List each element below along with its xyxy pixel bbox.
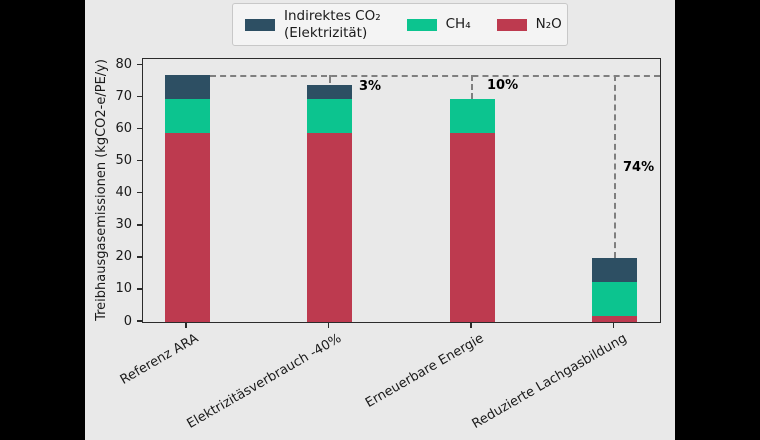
y-tick-label-0: 0 bbox=[123, 313, 132, 329]
bar-segment-indirektes-co-elektrizit-t bbox=[307, 84, 352, 100]
bar-segment-n-o bbox=[307, 132, 352, 322]
y-tick-label-70: 70 bbox=[115, 88, 132, 104]
bar-reduzierte-lachgasbildung bbox=[592, 59, 637, 322]
legend-item-n2o: N₂O bbox=[496, 16, 562, 33]
annotation-10: 10% bbox=[487, 78, 519, 93]
y-tick-mark-70 bbox=[137, 95, 142, 98]
y-tick-mark-60 bbox=[137, 127, 142, 130]
drop-line-erneuerbare-energie bbox=[471, 75, 473, 100]
bar-segment-n-o bbox=[164, 132, 210, 322]
bar-segment-indirektes-co-elektrizit-t bbox=[592, 257, 637, 282]
y-tick-mark-30 bbox=[137, 224, 142, 226]
bar-referenz-ara bbox=[164, 59, 210, 322]
x-tick-mark-reduzierte-lachgasbildung bbox=[612, 322, 615, 328]
x-tick-mark-referenz-ara bbox=[185, 322, 187, 328]
y-tick-mark-50 bbox=[137, 159, 142, 162]
bar-erneuerbare-energie bbox=[449, 59, 495, 322]
y-tick-label-60: 60 bbox=[115, 121, 132, 137]
plot-area: 3% 10% 74% bbox=[142, 58, 661, 323]
legend-swatch-n2o bbox=[496, 18, 527, 31]
annotation-3: 3% bbox=[359, 79, 382, 94]
x-tick-mark-erneuerbare-energie bbox=[470, 322, 472, 328]
legend-swatch-ch4 bbox=[406, 18, 437, 31]
drop-line-reduzierte-lachgasbildung bbox=[613, 75, 616, 258]
legend-label-indirektes-co2: Indirektes CO₂ (Elektrizität) bbox=[284, 7, 381, 41]
chart-figure: Indirektes CO₂ (Elektrizität) CH₄ N₂O Treib… bbox=[85, 0, 675, 440]
legend-label-n2o: N₂O bbox=[535, 16, 562, 33]
bar-segment-ch bbox=[592, 281, 637, 316]
y-tick-label-10: 10 bbox=[115, 281, 132, 297]
annotation-74: 74% bbox=[623, 160, 655, 175]
chart-legend: Indirektes CO₂ (Elektrizität) CH₄ N₂O bbox=[232, 3, 568, 46]
bar-segment-n-o bbox=[592, 315, 637, 322]
x-axis-label-elektrizit-sverbrauch-40: Elektrizitäsverbrauch -40% bbox=[184, 331, 344, 432]
bar-segment-n-o bbox=[449, 132, 495, 322]
y-tick-label-20: 20 bbox=[115, 249, 132, 265]
bar-segment-ch bbox=[449, 99, 495, 133]
legend-item-indirektes-co2: Indirektes CO₂ (Elektrizität) bbox=[245, 8, 381, 42]
legend-item-ch4: CH₄ bbox=[406, 16, 471, 33]
bar-segment-indirektes-co-elektrizit-t bbox=[164, 75, 210, 100]
y-tick-mark-0 bbox=[137, 320, 142, 322]
y-tick-label-50: 50 bbox=[115, 153, 132, 169]
y-tick-mark-80 bbox=[137, 63, 142, 66]
y-tick-mark-10 bbox=[137, 288, 142, 290]
reference-dashed-line bbox=[210, 75, 660, 78]
x-axis-label-erneuerbare-energie: Erneuerbare Energie bbox=[362, 331, 487, 411]
x-tick-mark-elektrizit-sverbrauch-40 bbox=[327, 322, 330, 328]
x-axis-label-referenz-ara: Referenz ARA bbox=[118, 331, 202, 388]
legend-label-ch4: CH₄ bbox=[445, 16, 471, 33]
bar-segment-ch bbox=[164, 99, 210, 133]
bar-elektrizit-sverbrauch-40 bbox=[307, 59, 352, 322]
y-tick-mark-20 bbox=[137, 256, 142, 258]
y-tick-label-30: 30 bbox=[115, 217, 132, 233]
x-axis-label-reduzierte-lachgasbildung: Reduzierte Lachgasbildung bbox=[469, 331, 629, 432]
y-tick-label-40: 40 bbox=[115, 185, 132, 201]
y-tick-label-80: 80 bbox=[115, 56, 132, 72]
y-tick-mark-40 bbox=[137, 191, 142, 194]
legend-swatch-indirektes-co2 bbox=[245, 18, 275, 31]
bar-segment-ch bbox=[307, 99, 352, 133]
drop-line-elektrizit-sverbrauch-40 bbox=[328, 75, 331, 84]
